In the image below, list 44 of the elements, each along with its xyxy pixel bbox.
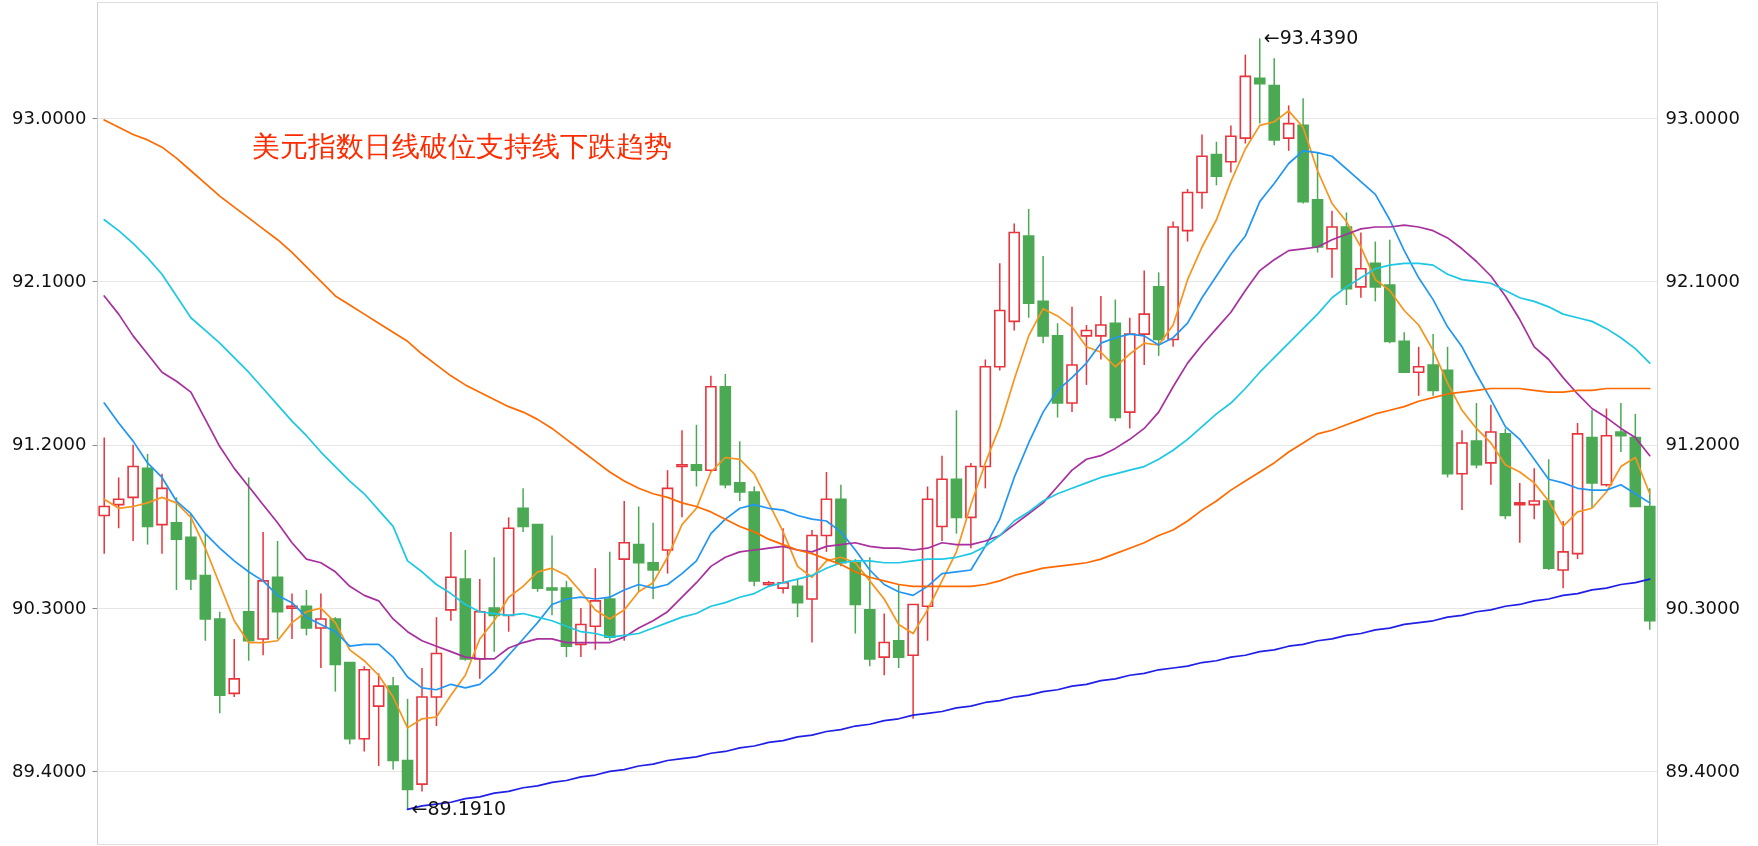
candlestick [1528, 467, 1541, 520]
candlestick [647, 522, 659, 600]
y-tick-label: 91.2000 [12, 433, 87, 455]
candlestick [632, 505, 645, 593]
candlestick [170, 496, 183, 591]
candlestick [372, 672, 385, 767]
y-tick-label: 93.0000 [12, 106, 87, 128]
candlestick [1470, 402, 1483, 470]
candlestick [286, 592, 298, 640]
y2-tick-label: 89.4000 [1665, 759, 1740, 781]
y2-tick-label: 91.2000 [1665, 433, 1740, 455]
candlestick [1326, 209, 1338, 279]
y2-tick-label: 90.3000 [1665, 596, 1740, 618]
candlestick [618, 500, 631, 642]
y-tick-label: 90.3000 [12, 596, 87, 618]
candlestick [892, 583, 905, 669]
y2-tick-label: 93.0000 [1665, 106, 1740, 128]
candlestick [733, 440, 746, 502]
y-tick-label: 92.1000 [12, 269, 87, 291]
annotation: ←93.4390 [1263, 26, 1359, 49]
line-series [103, 119, 1651, 588]
candlestick [112, 476, 125, 529]
candlestick [1412, 346, 1425, 397]
candlestick [1138, 269, 1151, 366]
candlestick [517, 487, 529, 533]
candlestick [791, 578, 804, 618]
candlestick [546, 534, 558, 617]
candlestick [878, 612, 891, 676]
candlestick [1210, 140, 1223, 187]
candlestick [228, 638, 241, 698]
candlestick [1615, 402, 1627, 453]
candlestick [676, 429, 688, 519]
text: 美元指数日线破位支持线下跌趋势 [252, 130, 672, 163]
candlestick [1095, 295, 1107, 361]
candlestick [1253, 37, 1266, 125]
candlestick [690, 424, 703, 488]
candlestick [1557, 520, 1569, 589]
y-tick-label: 89.4000 [12, 759, 87, 781]
y2-tick-label: 92.1000 [1665, 269, 1740, 291]
candlestick [1080, 324, 1093, 386]
candlestick [1282, 104, 1295, 152]
candlestick [1513, 482, 1526, 544]
candlestick [1355, 231, 1367, 299]
annotation: ←89.1910 [411, 797, 507, 820]
